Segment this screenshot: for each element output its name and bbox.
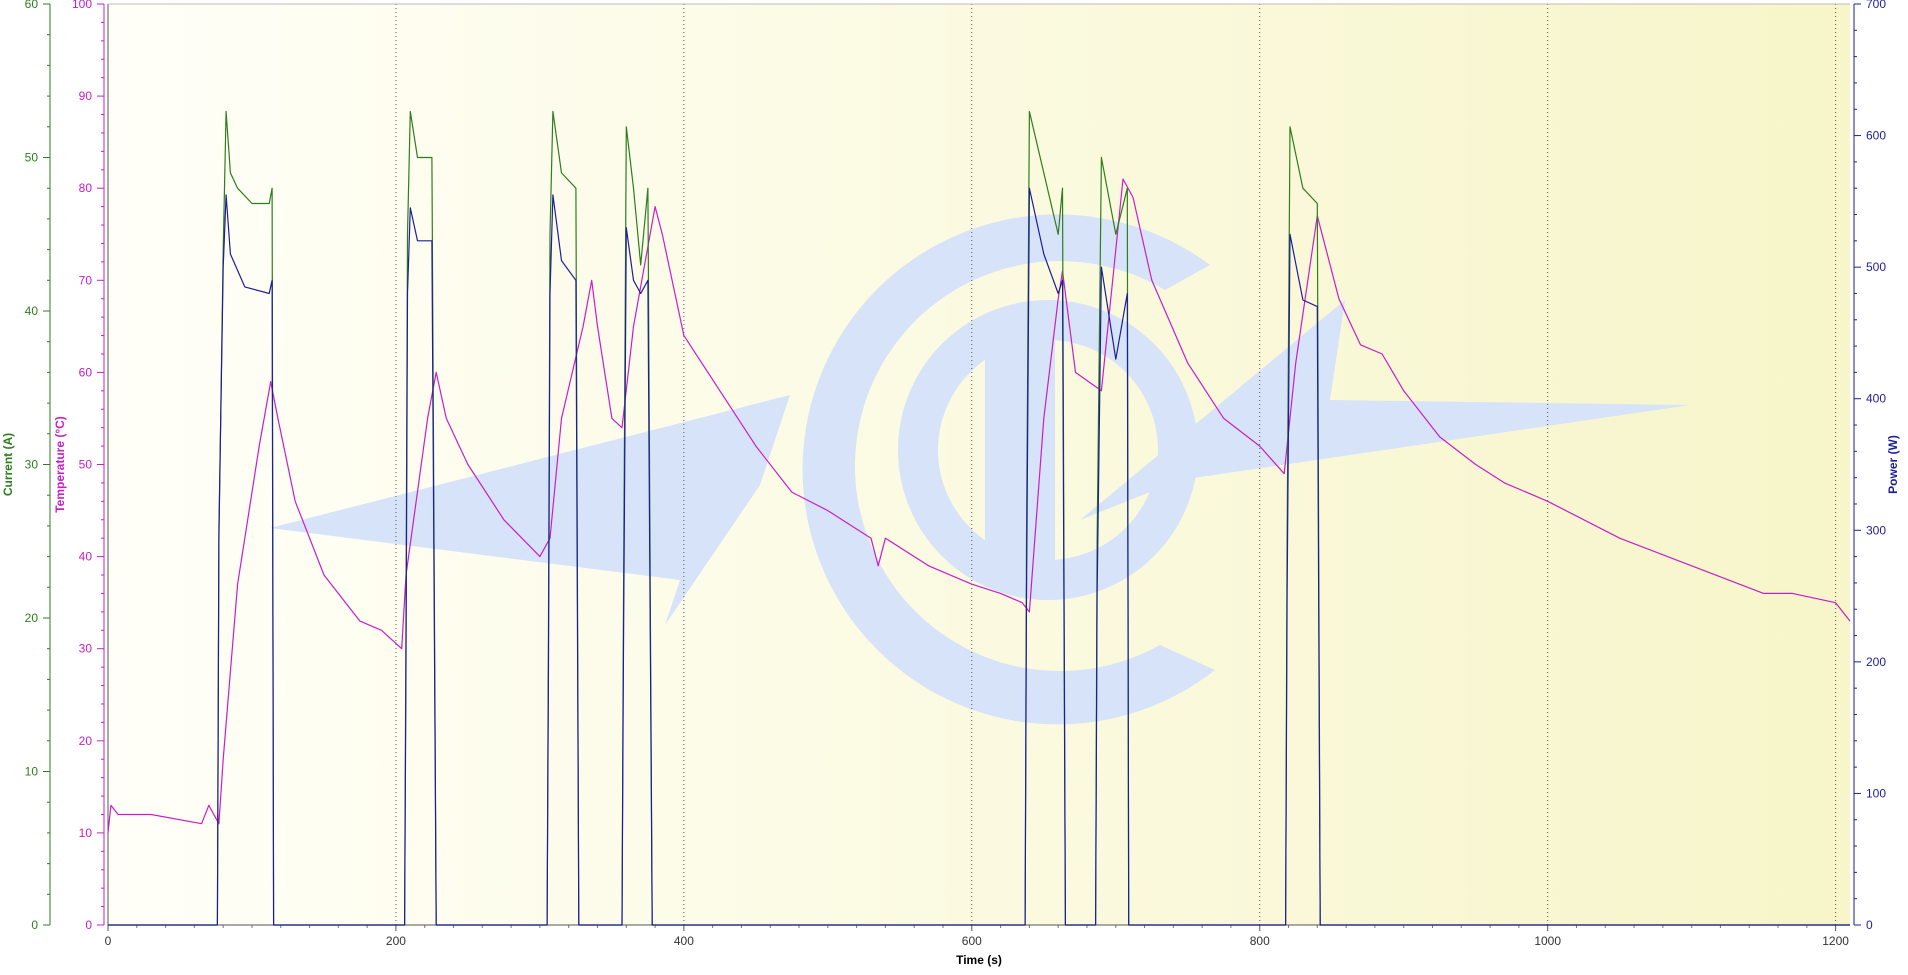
temperature-tick-label: 90 [79,89,93,103]
temperature-tick-label: 20 [79,734,93,748]
plot-background [108,4,1850,925]
current-axis-label: Current (A) [1,433,15,496]
power-tick-label: 300 [1866,523,1886,537]
temperature-axis-label: Temperature (°C) [53,416,67,513]
x-tick-label: 200 [386,934,406,948]
power-tick-label: 500 [1866,260,1886,274]
temperature-tick-label: 80 [79,181,93,195]
temperature-tick-label: 0 [85,918,92,932]
watermark-logo [270,214,1690,725]
power-tick-label: 700 [1866,0,1886,11]
current-tick-label: 40 [25,304,39,318]
current-tick-label: 60 [25,0,39,11]
x-tick-label: 400 [674,934,694,948]
temperature-series-line [107,178,1851,833]
power-tick-label: 600 [1866,129,1886,143]
current-tick-label: 30 [25,458,39,472]
temperature-tick-label: 50 [79,458,93,472]
current-tick-label: 0 [31,918,38,932]
current-tick-label: 20 [25,611,39,625]
temperature-tick-label: 10 [79,826,93,840]
x-tick-label: 800 [1250,934,1270,948]
temperature-tick-label: 100 [72,0,92,11]
power-axis-label: Power (W) [1886,435,1900,494]
current-tick-label: 50 [25,151,39,165]
x-axis-label: Time (s) [956,953,1002,967]
x-tick-label: 1000 [1534,934,1561,948]
x-tick-label: 1200 [1822,934,1849,948]
temperature-tick-label: 30 [79,642,93,656]
axes: 0 200 400 600 800 1000 12000102030405060Curren… [1,0,1900,948]
temperature-tick-label: 40 [79,550,93,564]
temperature-tick-label: 70 [79,273,93,287]
x-tick-label: 600 [962,934,982,948]
series [107,110,1851,926]
power-tick-label: 0 [1866,918,1873,932]
power-tick-label: 400 [1866,392,1886,406]
grid-lines [395,4,1837,925]
x-tick-label: 0 [105,934,112,948]
temperature-tick-label: 60 [79,365,93,379]
power-tick-label: 100 [1866,786,1886,800]
power-tick-label: 200 [1866,655,1886,669]
current-tick-label: 10 [25,765,39,779]
power-series-line [108,187,1850,926]
